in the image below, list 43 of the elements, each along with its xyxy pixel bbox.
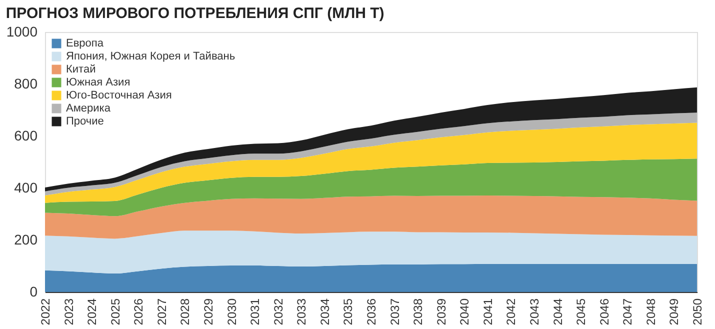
x-tick-label: 2029 bbox=[202, 298, 216, 326]
x-tick-label: 2044 bbox=[550, 298, 565, 326]
x-tick-label: 2034 bbox=[318, 298, 332, 326]
x-tick-label: 2045 bbox=[574, 298, 588, 326]
x-tick-label: 2043 bbox=[528, 298, 542, 326]
legend-label: Китай bbox=[66, 64, 96, 76]
legend-label: Европа bbox=[66, 38, 104, 50]
x-tick-label: 2031 bbox=[248, 298, 262, 326]
legend-label: Америка bbox=[66, 102, 112, 114]
y-tick-label: 800 bbox=[14, 76, 38, 92]
x-tick-label: 2023 bbox=[62, 298, 76, 326]
legend-label: Южная Азия bbox=[66, 76, 130, 88]
x-tick-label: 2041 bbox=[480, 298, 495, 326]
y-tick-label: 600 bbox=[14, 128, 38, 144]
x-tick-label: 2025 bbox=[108, 298, 122, 326]
x-tick-label: 2047 bbox=[620, 298, 635, 326]
x-tick-label: 2048 bbox=[644, 298, 658, 326]
x-tick-label: 2035 bbox=[341, 298, 356, 326]
x-tick-label: 2024 bbox=[85, 298, 100, 326]
legend-label: Прочие bbox=[66, 116, 104, 128]
x-tick-label: 2027 bbox=[154, 298, 169, 326]
x-tick-label: 2039 bbox=[434, 298, 448, 326]
x-tick-label: 2042 bbox=[504, 298, 518, 326]
legend-label: Япония, Южная Корея и Тайвань bbox=[66, 50, 236, 62]
y-tick-label: 1000 bbox=[6, 24, 38, 40]
x-tick-label: 2038 bbox=[411, 298, 426, 326]
x-tick-label: 2036 bbox=[364, 298, 378, 326]
x-tick-label: 2022 bbox=[38, 298, 52, 326]
x-tick-label: 2040 bbox=[458, 298, 472, 326]
x-tick-label: 2050 bbox=[690, 298, 704, 326]
x-tick-label: 2030 bbox=[224, 298, 239, 326]
chart-title: ПРОГНОЗ МИРОВОГО ПОТРЕБЛЕНИЯ СПГ (МЛН Т) bbox=[6, 5, 384, 22]
x-tick-label: 2037 bbox=[388, 298, 402, 326]
x-tick-label: 2028 bbox=[178, 298, 192, 326]
x-tick-label: 2049 bbox=[667, 298, 682, 326]
y-tick-label: 0 bbox=[30, 284, 38, 300]
legend-label: Юго-Восточная Азия bbox=[66, 90, 172, 102]
x-tick-label: 2032 bbox=[271, 298, 286, 326]
y-tick-label: 200 bbox=[14, 232, 38, 248]
y-tick-label: 400 bbox=[14, 180, 38, 196]
x-tick-label: 2026 bbox=[132, 298, 146, 326]
x-tick-label: 2046 bbox=[597, 298, 612, 326]
x-tick-label: 2033 bbox=[294, 298, 309, 326]
